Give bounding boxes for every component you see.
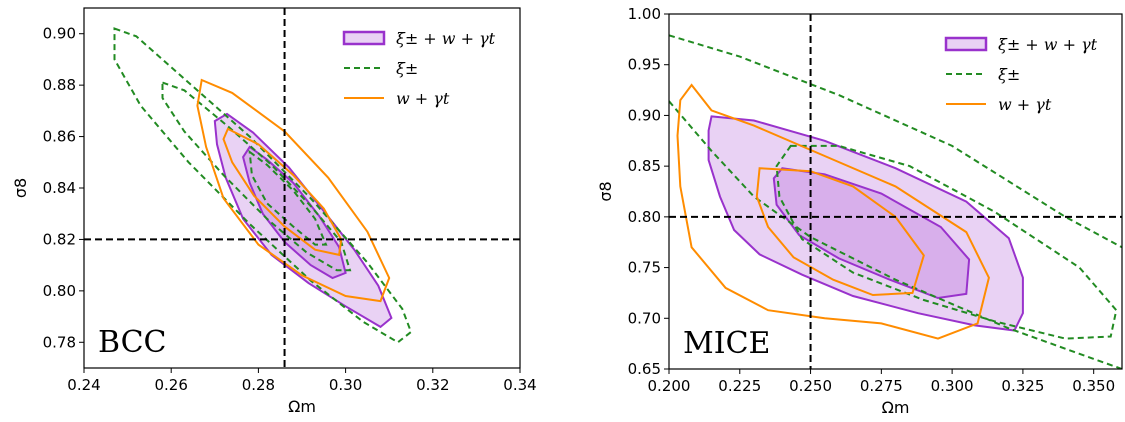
axes-frame — [668, 13, 1123, 370]
x-axis-label: Ωm — [288, 397, 316, 416]
contour-95pct — [113, 27, 413, 344]
legend: ξ± + w + γt ξ± w + γt — [944, 35, 1098, 114]
legend-label: w + γt — [998, 95, 1052, 114]
y-axis-label: σ8 — [596, 181, 615, 201]
y-tick-label: 0.88 — [43, 76, 76, 94]
contour-95pct — [669, 34, 1122, 249]
x-tick-label: 0.325 — [1001, 377, 1044, 395]
legend-label: ξ± + w + γt — [998, 35, 1098, 54]
y-tick-label: 1.00 — [628, 5, 661, 23]
x-tick-label: 0.275 — [860, 377, 903, 395]
y-tick-label: 0.82 — [43, 230, 76, 248]
y-tick-label: 0.84 — [43, 179, 76, 197]
y-tick-label: 0.80 — [628, 208, 661, 226]
x-tick-label: 0.34 — [503, 376, 536, 394]
legend-swatch — [342, 30, 386, 46]
x-tick-label: 0.30 — [329, 376, 362, 394]
series-xi — [669, 34, 1122, 369]
contour-68pct — [775, 144, 1118, 340]
y-tick-label: 0.90 — [43, 25, 76, 43]
x-tick-label: 0.24 — [67, 376, 100, 394]
contour-68pct — [161, 81, 352, 272]
x-tick-label: 0.350 — [1072, 377, 1115, 395]
x-tick-label: 0.28 — [242, 376, 275, 394]
contour-95pct-lower — [669, 100, 1122, 369]
plot-area — [84, 8, 520, 368]
x-tick-label: 0.32 — [416, 376, 449, 394]
x-tick-label: 0.250 — [789, 377, 832, 395]
y-tick-label: 0.95 — [628, 56, 661, 74]
panel-label: BCC — [98, 325, 167, 360]
x-axis-label: Ωm — [882, 398, 910, 417]
y-tick-label: 0.78 — [43, 333, 76, 351]
contour-inner — [248, 149, 328, 246]
legend-label: ξ± — [998, 65, 1020, 84]
y-tick-label: 0.90 — [628, 106, 661, 124]
x-tick-label: 0.225 — [718, 377, 761, 395]
x-tick-label: 0.26 — [154, 376, 187, 394]
y-axis-label: σ8 — [11, 178, 30, 198]
legend: ξ± + w + γt ξ± w + γt — [342, 29, 496, 108]
x-tick-label: 0.200 — [648, 377, 691, 395]
mice-panel: 0.200 0.225 0.250 0.275 0.300 0.325 0.350 0.65 0… — [596, 5, 1123, 417]
contour-68pct — [242, 145, 347, 280]
x-tick-label: 0.300 — [931, 377, 974, 395]
y-tick-label: 0.85 — [628, 157, 661, 175]
y-tick-label: 0.86 — [43, 128, 76, 146]
bcc-panel: 0.24 0.26 0.28 0.30 0.32 0.34 0.78 0.80 0.82 0.84… — [11, 7, 537, 416]
legend-label: ξ± — [396, 59, 418, 78]
y-tick-label: 0.75 — [628, 259, 661, 277]
series-combined — [707, 115, 1024, 332]
contour-95pct — [676, 83, 990, 340]
legend-label: ξ± + w + γt — [396, 29, 496, 48]
contour-95pct — [196, 78, 391, 303]
y-tick-label: 0.80 — [43, 282, 76, 300]
plot-area — [669, 14, 1122, 369]
series-xi — [113, 27, 413, 344]
series-wgt — [196, 78, 391, 303]
panel-label: MICE — [683, 326, 770, 361]
legend-label: w + γt — [396, 89, 450, 108]
legend-swatch — [944, 36, 988, 52]
contour-68pct — [222, 127, 343, 257]
series-wgt — [676, 83, 990, 340]
y-tick-label: 0.65 — [628, 360, 661, 378]
y-tick-label: 0.70 — [628, 309, 661, 327]
contour-68pct — [755, 167, 925, 297]
